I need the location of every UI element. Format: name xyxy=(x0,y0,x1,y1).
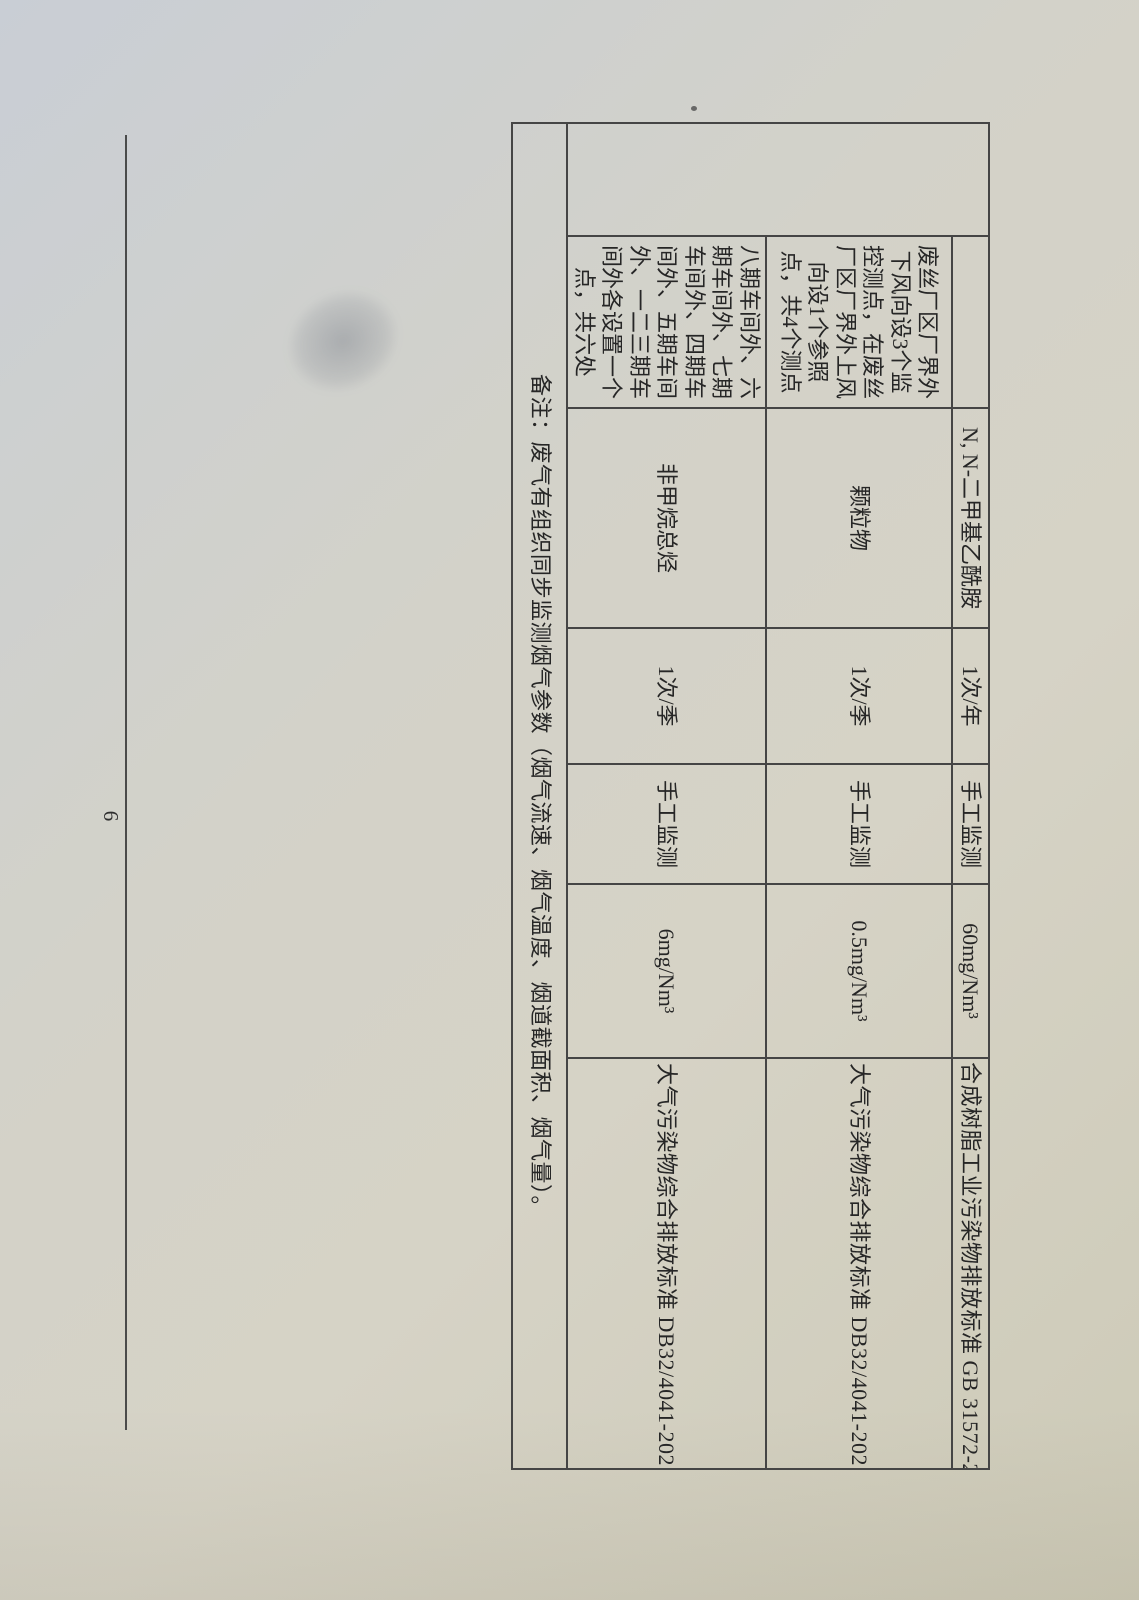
cell-frequency-row2: 1次/季 xyxy=(766,628,952,764)
cell-frequency-row3: 1次/季 xyxy=(567,628,766,764)
cell-method-row2: 手工监测 xyxy=(766,764,952,884)
cell-limit-row1: 60mg/Nm³ xyxy=(952,884,989,1058)
table-row: N, N-二甲基乙酰胺 1次/年 手工监测 60mg/Nm³ 合成树脂工业污染物… xyxy=(567,123,989,1469)
scan-smudge xyxy=(271,272,415,410)
table-row-note: 备注：废气有组织同步监测烟气参数（烟气流速、烟气温度、烟道截面积、烟气量）。 xyxy=(512,123,568,1469)
cell-standard-row3: 大气污染物综合排放标准 DB32/4041-2021 xyxy=(567,1058,766,1469)
scan-speck xyxy=(691,106,697,111)
cell-limit-row3: 6mg/Nm³ xyxy=(567,884,766,1058)
table-row: 八期车间外、六期车间外、七期车间外、四期车间外、五期车间外、一二三期车间外各设置… xyxy=(567,123,766,1469)
cell-item-row2: 颗粒物 xyxy=(766,408,952,628)
cell-item-row3: 非甲烷总烃 xyxy=(567,408,766,628)
cell-note: 备注：废气有组织同步监测烟气参数（烟气流速、烟气温度、烟道截面积、烟气量）。 xyxy=(512,123,568,1469)
cell-frequency-row1: 1次/年 xyxy=(952,628,989,764)
cell-item-row1: N, N-二甲基乙酰胺 xyxy=(952,408,989,628)
page-number: 6 xyxy=(99,810,123,822)
cell-point-row3: 八期车间外、六期车间外、七期车间外、四期车间外、五期车间外、一二三期车间外各设置… xyxy=(567,236,766,408)
table-row: 废丝厂区厂界外下风向设3个监控测点，在废丝厂区厂界外上风向设1个参照点，共4个测… xyxy=(766,123,952,1469)
cell-point-row2: 废丝厂区厂界外下风向设3个监控测点，在废丝厂区厂界外上风向设1个参照点，共4个测… xyxy=(766,236,952,408)
cell-limit-row2: 0.5mg/Nm³ xyxy=(766,884,952,1058)
cell-method-row1: 手工监测 xyxy=(952,764,989,884)
cell-standard-row1: 合成树脂工业污染物排放标准 GB 31572-2015 xyxy=(952,1058,989,1469)
cell-category-merged xyxy=(567,123,989,236)
cell-point-row1 xyxy=(952,236,989,408)
footer-rule xyxy=(125,135,127,1430)
cell-method-row3: 手工监测 xyxy=(567,764,766,884)
monitoring-table: N, N-二甲基乙酰胺 1次/年 手工监测 60mg/Nm³ 合成树脂工业污染物… xyxy=(512,122,991,1470)
cell-standard-row2: 大气污染物综合排放标准 DB32/4041-2021 xyxy=(766,1058,952,1469)
